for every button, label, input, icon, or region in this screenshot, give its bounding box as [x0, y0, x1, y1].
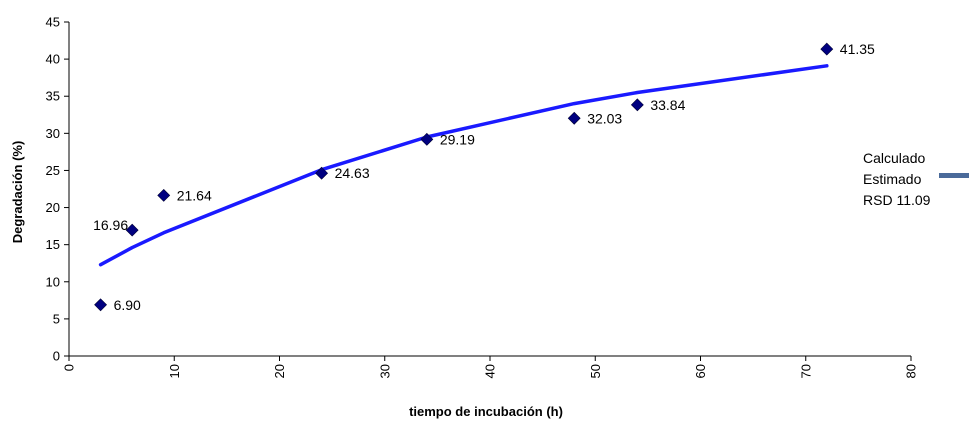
- x-tick-label: 70: [798, 364, 813, 378]
- x-tick-label: 50: [588, 364, 603, 378]
- y-tick-label: 5: [53, 311, 60, 326]
- y-tick-label: 30: [46, 126, 60, 141]
- x-tick-label: 40: [483, 364, 498, 378]
- y-tick-label: 25: [46, 163, 60, 178]
- data-label: 29.19: [440, 131, 475, 147]
- legend-entry: Estimado: [863, 171, 922, 187]
- data-point-marker: [630, 98, 644, 112]
- legend-entry: Calculado: [863, 150, 925, 166]
- data-point-marker: [420, 132, 434, 146]
- data-label: 33.84: [650, 97, 685, 113]
- y-tick-label: 10: [46, 274, 60, 289]
- data-label: 41.35: [840, 41, 875, 57]
- data-label: 32.03: [587, 110, 622, 126]
- data-point-marker: [315, 166, 329, 180]
- x-tick-label: 60: [693, 364, 708, 378]
- y-tick-label: 20: [46, 200, 60, 215]
- data-point-marker: [157, 188, 171, 202]
- y-tick-label: 0: [53, 349, 60, 364]
- data-label: 6.90: [114, 297, 141, 313]
- legend-entry: RSD 11.09: [863, 192, 931, 208]
- data-label: 21.64: [177, 187, 212, 203]
- data-point-marker: [125, 223, 139, 237]
- legend-marker: [939, 173, 969, 178]
- data-label: 16.96: [93, 217, 128, 233]
- estimado-series-line: [98, 64, 829, 267]
- x-tick-label: 0: [62, 364, 77, 371]
- data-point-marker: [820, 42, 834, 56]
- y-axis-title: Degradación (%): [10, 141, 25, 244]
- y-tick-label: 45: [46, 15, 60, 30]
- x-tick-label: 10: [167, 364, 182, 378]
- y-tick-label: 15: [46, 237, 60, 252]
- y-tick-label: 35: [46, 89, 60, 104]
- x-tick-label: 30: [377, 364, 392, 378]
- data-point-marker: [567, 111, 581, 125]
- x-tick-label: 20: [272, 364, 287, 378]
- x-axis-title: tiempo de incubación (h): [409, 404, 563, 419]
- x-tick-label: 80: [904, 364, 919, 378]
- y-tick-label: 40: [46, 52, 60, 67]
- data-label: 24.63: [335, 165, 370, 181]
- data-point-marker: [94, 298, 107, 312]
